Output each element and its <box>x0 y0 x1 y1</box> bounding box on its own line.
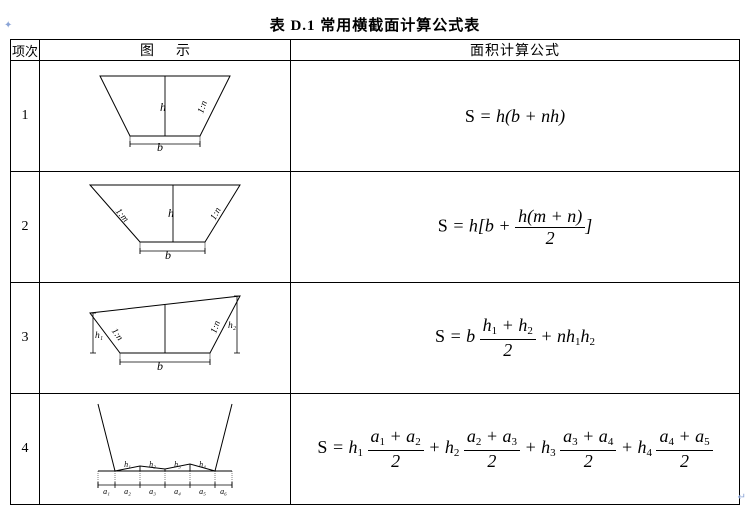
table-row: 1 h b 1:n S = h(b + nh) <box>11 61 740 172</box>
table-title: 表 D.1 常用横截面计算公式表 <box>10 14 740 35</box>
svg-text:h: h <box>160 100 166 114</box>
row-index: 2 <box>11 172 40 283</box>
figure-cell: h₁h₂b1:n1:n <box>40 283 291 394</box>
svg-text:h₄: h₄ <box>199 460 206 469</box>
cross-section-formula-table: 项次 图示 面积计算公式 1 h b 1:n S = h(b + nh) 2 h b 1:m 1:… <box>10 39 740 505</box>
svg-text:1:n: 1:n <box>209 206 224 222</box>
table-row: 3h₁h₂b1:n1:nS = b h1 + h22 + nh1h2 <box>11 283 740 394</box>
svg-text:a₅: a₅ <box>199 487 206 496</box>
svg-text:h₁: h₁ <box>124 460 131 469</box>
formula-cell: S = h(b + nh) <box>291 61 740 172</box>
table-row: 2 h b 1:m 1:n S = h[b + h(m + n)2] <box>11 172 740 283</box>
svg-text:h₁: h₁ <box>95 331 103 341</box>
svg-text:h₂: h₂ <box>228 321 237 331</box>
formula-cell: S = b h1 + h22 + nh1h2 <box>291 283 740 394</box>
formula-cell: S = h1 a1 + a22 + h2 a2 + a32 + h3 a3 + … <box>291 394 740 505</box>
svg-text:h₃: h₃ <box>174 460 181 469</box>
col-header-figure: 图示 <box>40 40 291 61</box>
formula-cell: S = h[b + h(m + n)2] <box>291 172 740 283</box>
col-header-index: 项次 <box>11 40 40 61</box>
svg-text:1:n: 1:n <box>196 99 210 115</box>
col-header-formula: 面积计算公式 <box>291 40 740 61</box>
svg-text:a₁: a₁ <box>103 487 110 496</box>
figure-cell: h b 1:m 1:n <box>40 172 291 283</box>
svg-text:a₆: a₆ <box>220 487 227 496</box>
row-index: 4 <box>11 394 40 505</box>
row-index: 3 <box>11 283 40 394</box>
svg-text:b: b <box>165 248 171 262</box>
figure-cell: h b 1:n <box>40 61 291 172</box>
svg-text:b: b <box>157 140 163 154</box>
svg-text:a₃: a₃ <box>149 487 156 496</box>
table-row: 4 h₁ h₂ h₃ h₄ a₁ a₂ a₃ a₄ a₅ a₆ S = h1 a1 + a22 + h… <box>11 394 740 505</box>
svg-text:a₄: a₄ <box>174 487 181 496</box>
page-corner-mark-br: ↵ <box>738 492 746 503</box>
svg-text:1:m: 1:m <box>113 207 130 225</box>
svg-text:b: b <box>157 359 163 373</box>
page-corner-mark-tl: ✦ <box>4 20 12 31</box>
svg-text:h: h <box>168 206 174 220</box>
row-index: 1 <box>11 61 40 172</box>
svg-text:h₂: h₂ <box>149 460 156 469</box>
svg-text:a₂: a₂ <box>124 487 131 496</box>
figure-cell: h₁ h₂ h₃ h₄ a₁ a₂ a₃ a₄ a₅ a₆ <box>40 394 291 505</box>
